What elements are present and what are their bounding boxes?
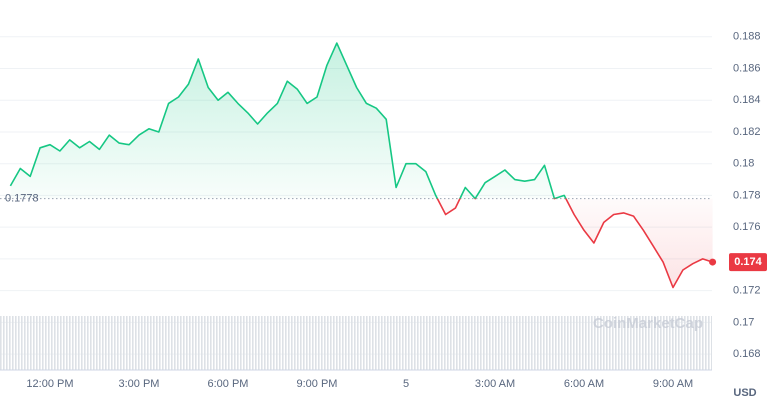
currency-label: USD: [733, 387, 756, 399]
y-tick-label: 0.186: [733, 62, 761, 74]
watermark: CoinMarketCap: [593, 315, 703, 332]
y-tick-label: 0.188: [733, 31, 761, 43]
x-tick-label: 3:00 PM: [118, 378, 159, 390]
last-point: [709, 258, 717, 266]
x-tick-label: 9:00 PM: [297, 378, 338, 390]
price-area: [10, 43, 713, 288]
y-tick-label: 0.172: [733, 285, 761, 297]
y-tick-label: 0.176: [733, 221, 761, 233]
y-tick-label: 0.17: [733, 316, 754, 328]
x-tick-label: 9:00 AM: [653, 378, 693, 390]
y-tick-label: 0.184: [733, 94, 761, 106]
y-tick-label: 0.182: [733, 126, 761, 138]
x-tick-label: 12:00 PM: [26, 378, 73, 390]
baseline-label: 0.1778: [5, 193, 39, 205]
volume-strip: [0, 316, 712, 370]
last-price-box: [729, 253, 767, 272]
price-line: [9, 42, 713, 289]
last-price-label: 0.174: [734, 256, 762, 268]
x-tick-label: 6:00 AM: [564, 378, 604, 390]
y-tick-label: 0.168: [733, 348, 761, 360]
x-tick-label: 5: [403, 378, 409, 390]
y-tick-label: 0.18: [733, 158, 754, 170]
x-tick-label: 6:00 PM: [207, 378, 248, 390]
y-tick-label: 0.178: [733, 189, 761, 201]
x-tick-label: 3:00 AM: [475, 378, 515, 390]
